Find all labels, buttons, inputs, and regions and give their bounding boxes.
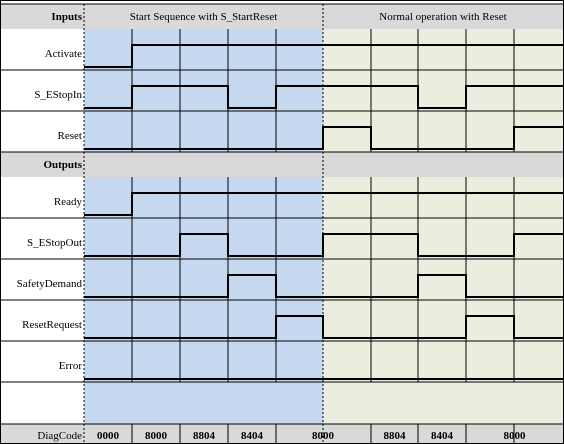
diag-code: 8000	[504, 430, 527, 442]
signal-waveform-ready	[84, 192, 563, 216]
section-header-label: Outputs	[43, 159, 82, 171]
section-header-band	[0, 4, 564, 29]
signal-label: Error	[59, 360, 83, 372]
section-header-label: Inputs	[51, 11, 82, 23]
diag-code: 8804	[384, 430, 407, 442]
signal-label: S_EStopIn	[34, 89, 82, 101]
signal-waveform-activate	[84, 44, 563, 68]
background-layer	[0, 4, 564, 444]
signal-label: SafetyDemand	[17, 278, 83, 290]
diag-code: 8000	[312, 430, 335, 442]
phase-background-2	[323, 4, 563, 424]
signal-label: Activate	[45, 48, 82, 60]
signal-label: Reset	[58, 130, 82, 142]
signal-waveform-reset	[84, 126, 563, 150]
signal-waveform-safetydemand	[84, 274, 563, 298]
diag-row-band	[0, 424, 564, 444]
signal-layer	[84, 44, 563, 380]
diag-code: 0000	[97, 430, 120, 442]
text-layer: Start Sequence with S_StartReset Normal o…	[17, 11, 526, 442]
signal-label: S_EStopOut	[27, 237, 82, 249]
signal-label: Ready	[54, 196, 83, 208]
signal-waveform-s-estopout	[84, 233, 563, 257]
diag-code: 8804	[193, 430, 216, 442]
signal-label: ResetRequest	[22, 319, 82, 331]
section-header-band	[0, 152, 564, 177]
signal-waveform-resetrequest	[84, 315, 563, 339]
diag-code: 8000	[145, 430, 168, 442]
signal-waveform-s-estopin	[84, 85, 563, 109]
diag-code: 8404	[241, 430, 264, 442]
diag-label: DiagCode	[37, 430, 82, 442]
phase-label-2: Normal operation with Reset	[379, 11, 506, 23]
diag-code: 8404	[431, 430, 454, 442]
phase-label-1: Start Sequence with S_StartReset	[130, 11, 278, 23]
